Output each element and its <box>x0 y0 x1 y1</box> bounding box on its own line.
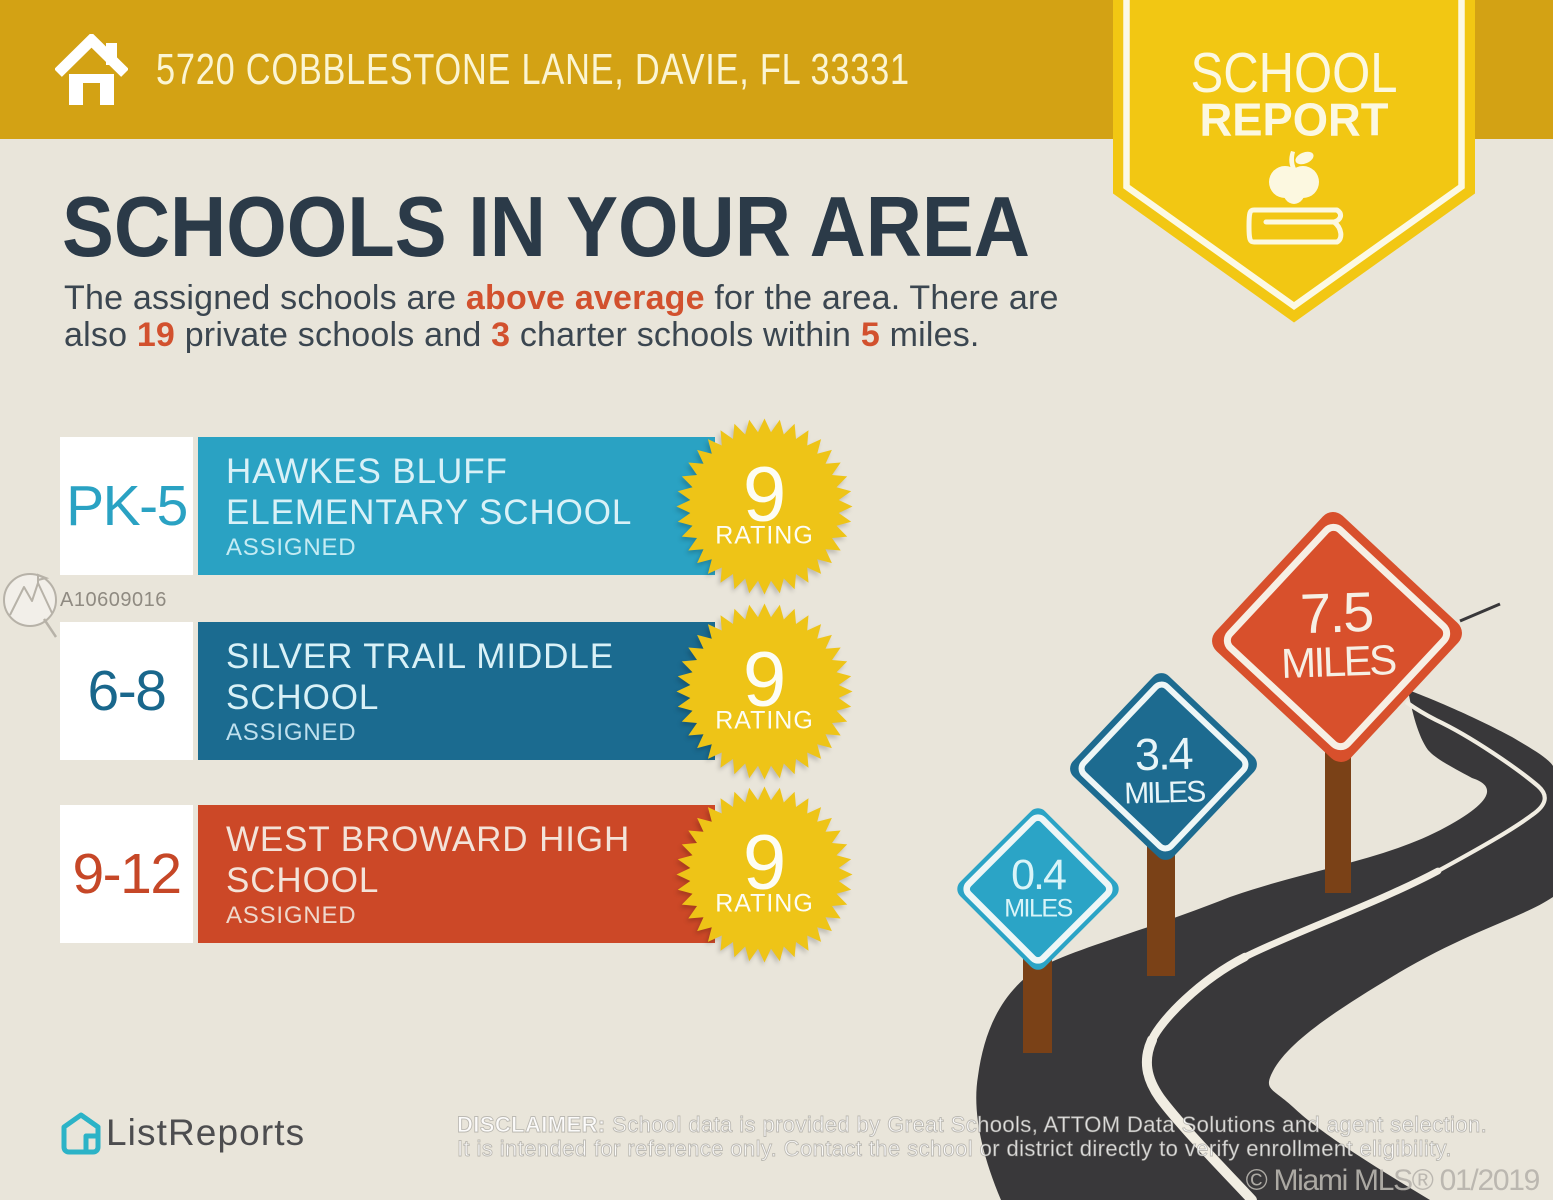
svg-text:REPORT: REPORT <box>1200 94 1389 146</box>
svg-text:RATING: RATING <box>715 522 814 550</box>
svg-text:RATING: RATING <box>715 706 814 734</box>
svg-text:MILES: MILES <box>1124 775 1206 810</box>
svg-text:9: 9 <box>743 450 786 538</box>
svg-text:SCHOOL: SCHOOL <box>1191 41 1398 105</box>
svg-text:MILES: MILES <box>1280 636 1397 687</box>
svg-text:RATING: RATING <box>715 890 814 918</box>
svg-text:9: 9 <box>743 818 786 906</box>
svg-text:0.4: 0.4 <box>1011 851 1066 899</box>
svg-text:MILES: MILES <box>1004 895 1072 923</box>
svg-text:7.5: 7.5 <box>1299 580 1373 645</box>
svg-text:3.4: 3.4 <box>1134 728 1193 780</box>
svg-text:9: 9 <box>743 634 786 722</box>
